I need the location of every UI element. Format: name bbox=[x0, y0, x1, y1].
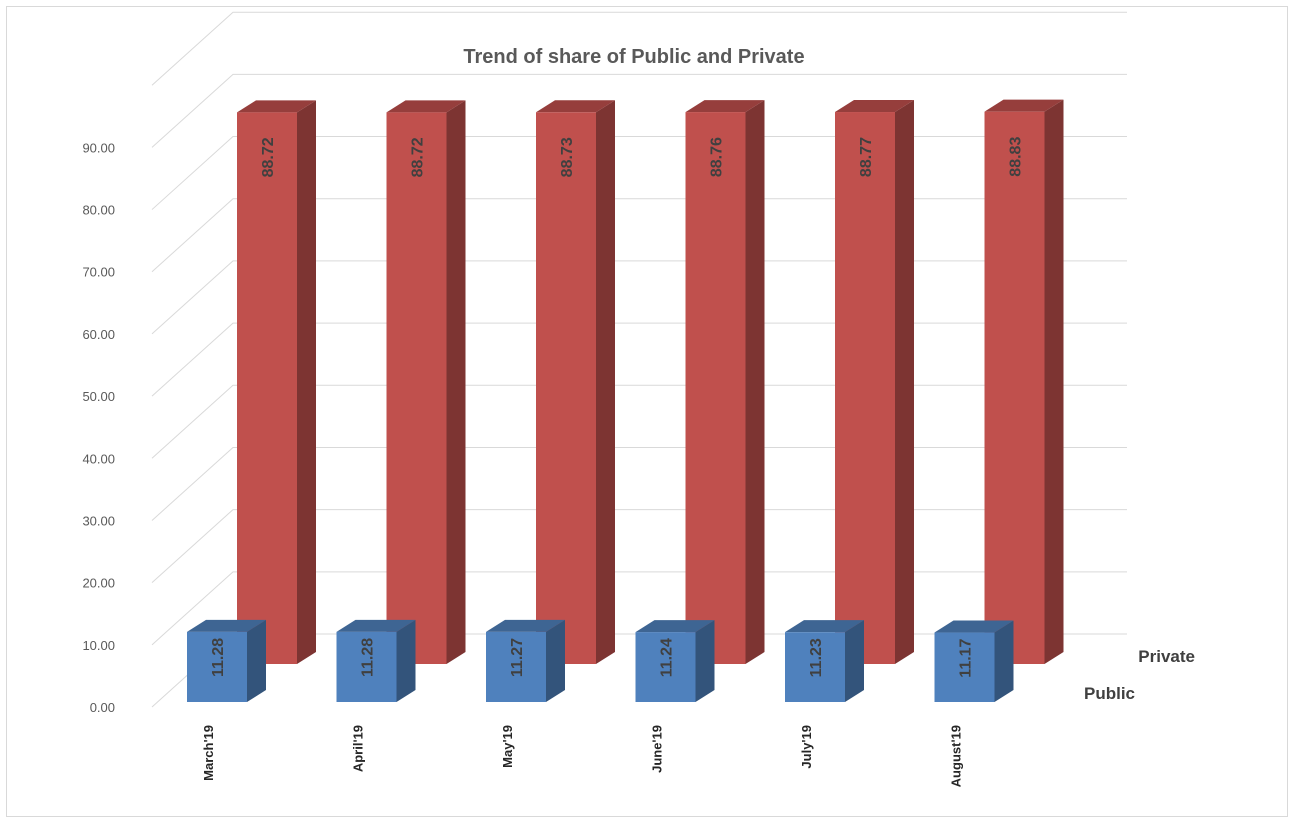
x-axis-categories: March'19 April'19 May'19 June'19 July'19 Augu… bbox=[201, 725, 964, 787]
gridline bbox=[151, 446, 1127, 521]
y-axis-ticks: 0.00 10.00 20.00 30.00 40.00 50.00 60.00 70.00 8… bbox=[82, 140, 115, 715]
private-bar-front bbox=[536, 112, 596, 665]
y-tick-label: 70.00 bbox=[82, 265, 115, 280]
x-category-label: March'19 bbox=[201, 725, 216, 781]
private-bar-side bbox=[446, 100, 466, 664]
public-bar-front bbox=[785, 632, 845, 702]
chart-title: Trend of share of Public and Private bbox=[463, 46, 804, 68]
public-bar: 11.24 bbox=[635, 620, 715, 702]
y-tick-label: 10.00 bbox=[82, 638, 115, 653]
public-bar-top bbox=[934, 620, 1014, 633]
gridline bbox=[151, 260, 1127, 335]
gridline bbox=[151, 571, 1127, 646]
series-label-private: Private bbox=[1138, 647, 1195, 666]
public-bar-front bbox=[635, 632, 696, 702]
public-data-label: 11.27 bbox=[509, 638, 526, 677]
private-bar: 88.72 bbox=[386, 100, 466, 664]
gridline bbox=[151, 509, 1127, 584]
x-category-label: July'19 bbox=[799, 725, 814, 769]
private-bar: 88.76 bbox=[685, 100, 765, 664]
public-bar-front bbox=[336, 631, 397, 702]
private-bar-side bbox=[596, 100, 615, 665]
private-data-label: 88.83 bbox=[1008, 137, 1025, 177]
public-bar-front bbox=[187, 631, 247, 702]
gridlines bbox=[151, 11, 1127, 708]
public-bar-side bbox=[994, 620, 1014, 702]
y-tick-label: 80.00 bbox=[82, 203, 115, 218]
public-bar-top bbox=[486, 619, 565, 632]
x-category-label: May'19 bbox=[500, 725, 515, 768]
x-category-label: June'19 bbox=[650, 725, 665, 773]
private-bar-top bbox=[984, 99, 1064, 112]
private-bar-front bbox=[984, 111, 1045, 665]
private-data-label: 88.76 bbox=[709, 137, 726, 177]
chart-frame: Trend of share of Public and Private 0.0… bbox=[6, 6, 1288, 817]
private-data-label: 88.73 bbox=[559, 137, 576, 177]
private-bar-side bbox=[1044, 99, 1064, 665]
gridline bbox=[151, 384, 1127, 459]
private-bar-top bbox=[536, 100, 615, 113]
x-category-label: April'19 bbox=[351, 725, 366, 772]
public-bar: 11.23 bbox=[785, 620, 864, 702]
public-bar-top bbox=[187, 619, 266, 632]
private-bar-top bbox=[237, 100, 316, 113]
gridline bbox=[151, 322, 1127, 397]
private-bar: 88.72 bbox=[237, 100, 316, 664]
public-data-label: 11.28 bbox=[210, 638, 227, 677]
y-tick-label: 20.00 bbox=[82, 576, 115, 591]
public-data-label: 11.28 bbox=[360, 638, 377, 677]
bars: 88.72 88.72 88.73 88.76 88.77 88.83 11.28 11.28… bbox=[187, 99, 1064, 702]
gridline bbox=[151, 198, 1127, 273]
y-tick-label: 50.00 bbox=[82, 389, 115, 404]
private-bar-top bbox=[685, 100, 765, 113]
y-tick-label: 60.00 bbox=[82, 327, 115, 342]
gridline bbox=[151, 136, 1127, 210]
public-bar-front bbox=[934, 632, 995, 702]
private-bar: 88.77 bbox=[835, 100, 914, 664]
private-bar-top bbox=[386, 100, 466, 113]
public-bar-top bbox=[785, 620, 864, 633]
gridline bbox=[151, 11, 1127, 86]
y-tick-label: 30.00 bbox=[82, 513, 115, 528]
chart-canvas: Trend of share of Public and Private 0.0… bbox=[82, 11, 1195, 787]
y-tick-label: 0.00 bbox=[90, 700, 115, 715]
private-bar-side bbox=[745, 100, 765, 664]
private-bar: 88.73 bbox=[536, 100, 615, 665]
public-bar-top bbox=[336, 619, 416, 632]
public-bar: 11.28 bbox=[336, 619, 416, 702]
private-bar-front bbox=[386, 112, 447, 664]
public-data-label: 11.24 bbox=[659, 638, 676, 677]
public-bar-front bbox=[486, 631, 546, 702]
public-bar: 11.17 bbox=[934, 620, 1014, 702]
private-data-label: 88.72 bbox=[260, 137, 277, 177]
public-bar-side bbox=[546, 619, 565, 702]
public-bar-side bbox=[247, 619, 266, 702]
private-data-label: 88.72 bbox=[410, 137, 427, 177]
private-bar-front bbox=[685, 112, 746, 664]
x-category-label: August'19 bbox=[949, 725, 964, 787]
y-tick-label: 90.00 bbox=[82, 140, 115, 155]
public-bar-top bbox=[635, 620, 715, 633]
series-label-public: Public bbox=[1084, 684, 1135, 703]
private-bar-side bbox=[297, 100, 316, 664]
public-bar-side bbox=[695, 620, 715, 702]
public-bar: 11.27 bbox=[486, 619, 565, 702]
public-bar-side bbox=[396, 619, 416, 702]
gridline bbox=[151, 73, 1127, 148]
public-data-label: 11.17 bbox=[958, 638, 975, 677]
private-bar: 88.83 bbox=[984, 99, 1064, 665]
private-bar-front bbox=[237, 112, 297, 664]
private-bar-front bbox=[835, 112, 895, 664]
public-data-label: 11.23 bbox=[808, 638, 825, 677]
public-bar-side bbox=[845, 620, 864, 702]
private-bar-side bbox=[895, 100, 914, 664]
private-bar-top bbox=[835, 100, 914, 113]
y-tick-label: 40.00 bbox=[82, 451, 115, 466]
public-bar: 11.28 bbox=[187, 619, 266, 702]
private-data-label: 88.77 bbox=[858, 137, 875, 177]
